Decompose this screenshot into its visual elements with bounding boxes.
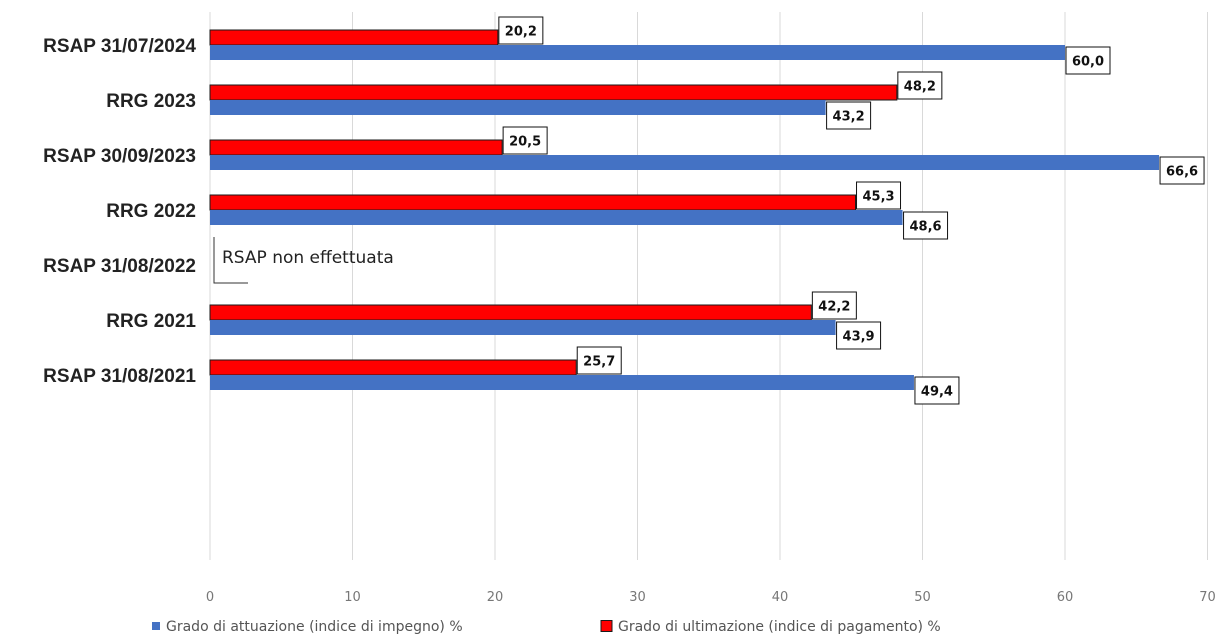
x-tick-label: 70 xyxy=(1199,590,1216,605)
bar-attuazione xyxy=(210,155,1160,170)
data-label-box xyxy=(502,126,548,155)
bar-attuazione xyxy=(210,100,826,115)
x-tick-label: 20 xyxy=(487,590,504,605)
data-labels: 20,2 60,0 48,2 43,2 20,5 66,6 45,3 48,6 42,2 43,9… xyxy=(498,16,1205,405)
x-tick-label: 10 xyxy=(344,590,361,605)
category-label: RRG 2022 xyxy=(106,201,196,222)
data-label-box xyxy=(856,181,902,210)
x-tick-label: 0 xyxy=(206,590,214,605)
category-label: RRG 2023 xyxy=(106,91,196,112)
bar-ultimazione xyxy=(209,139,503,156)
bar-ultimazione xyxy=(209,304,812,321)
legend-label: Grado di ultimazione (indice di pagament… xyxy=(618,619,941,635)
data-label-box xyxy=(903,211,949,240)
data-label-box xyxy=(498,16,544,45)
category-label: RSAP 31/08/2022 xyxy=(43,256,196,277)
x-tick-label: 30 xyxy=(629,590,646,605)
x-tick-label: 40 xyxy=(772,590,789,605)
annotation-bracket xyxy=(213,237,248,284)
bar-ultimazione xyxy=(209,29,499,46)
bar-attuazione xyxy=(210,320,836,335)
data-label: 43,2 xyxy=(833,110,865,125)
category-label: RSAP 30/09/2023 xyxy=(43,146,196,167)
bar-ultimazione xyxy=(209,194,857,211)
data-label-box xyxy=(811,291,857,320)
data-label: 45,3 xyxy=(862,190,894,205)
data-label: 20,2 xyxy=(505,25,537,40)
data-label-box xyxy=(826,101,872,130)
bar-attuazione xyxy=(210,45,1065,60)
bars xyxy=(209,29,1160,390)
x-tick-label: 60 xyxy=(1057,590,1074,605)
data-label: 43,9 xyxy=(843,330,875,345)
data-label-box xyxy=(1159,156,1205,185)
data-label: 20,5 xyxy=(509,135,541,150)
bar-attuazione xyxy=(210,210,903,225)
data-label-box xyxy=(1065,46,1111,75)
data-label: 49,4 xyxy=(921,385,953,400)
data-label: 48,2 xyxy=(904,80,936,95)
annotation-text: RSAP non effettuata xyxy=(222,248,394,268)
bar-attuazione xyxy=(210,375,914,390)
category-label: RRG 2021 xyxy=(106,311,196,332)
bar-ultimazione xyxy=(209,84,898,101)
x-tick-label: 50 xyxy=(914,590,931,605)
x-axis-tick-labels: 0 10 20 30 40 50 60 70 xyxy=(206,590,1216,605)
bar-ultimazione xyxy=(209,359,577,376)
category-label: RSAP 31/08/2021 xyxy=(43,366,196,387)
data-label: 42,2 xyxy=(818,300,850,315)
data-label: 25,7 xyxy=(583,355,615,370)
legend-swatch xyxy=(600,620,613,632)
data-label-box xyxy=(576,346,622,375)
legend-swatch xyxy=(152,622,160,630)
category-labels: RSAP 31/07/2024 RRG 2023 RSAP 30/09/2023 RR… xyxy=(43,36,196,387)
data-label: 66,6 xyxy=(1166,165,1198,180)
legend: Grado di attuazione (indice di impegno) … xyxy=(152,619,941,635)
data-label-box xyxy=(897,71,943,100)
data-label: 60,0 xyxy=(1072,55,1104,70)
annotations: RSAP non effettuata xyxy=(213,237,394,284)
data-label-box xyxy=(836,321,882,350)
category-label: RSAP 31/07/2024 xyxy=(43,36,196,57)
data-label: 48,6 xyxy=(910,220,942,235)
data-label-box xyxy=(914,376,960,405)
legend-label: Grado di attuazione (indice di impegno) … xyxy=(166,619,463,635)
